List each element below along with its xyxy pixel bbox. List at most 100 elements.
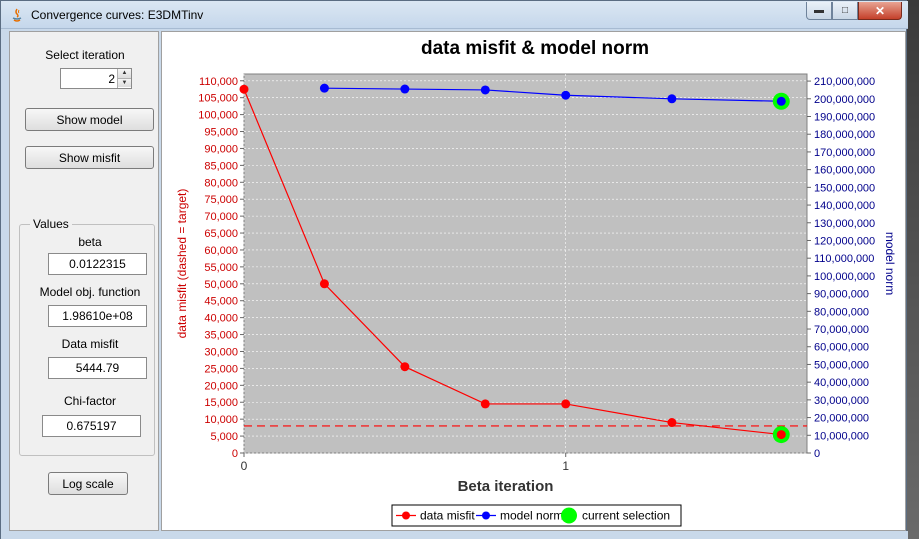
model-norm-point (319, 83, 329, 93)
left-tick-label: 10,000 (204, 414, 238, 426)
right-tick-label: 170,000,000 (814, 147, 875, 159)
model-norm-point (561, 90, 571, 100)
iteration-spinner[interactable]: 2 ▲ ▼ (60, 68, 132, 89)
left-tick-label: 20,000 (204, 380, 238, 392)
right-tick-label: 60,000,000 (814, 342, 869, 354)
title-bar[interactable]: Convergence curves: E3DMTinv ▬ □ ✕ (1, 1, 908, 29)
window-bottom-border (1, 531, 908, 539)
left-tick-label: 25,000 (204, 363, 238, 375)
data-misfit-point (319, 279, 329, 289)
left-tick-label: 80,000 (204, 177, 238, 189)
right-tick-label: 110,000,000 (814, 253, 874, 265)
left-tick-label: 85,000 (204, 160, 238, 172)
show-model-button[interactable]: Show model (25, 108, 154, 131)
left-tick-label: 70,000 (204, 211, 238, 223)
chi-factor-label: Chi-factor (63, 394, 116, 408)
desktop-background (907, 0, 919, 539)
spinner-arrows: ▲ ▼ (117, 69, 131, 88)
right-tick-label: 20,000,000 (814, 413, 869, 425)
data-misfit-label: Data misfit (61, 337, 119, 351)
maximize-button[interactable]: □ (832, 2, 858, 20)
data-misfit-point (667, 418, 677, 428)
model-norm-point (667, 94, 677, 104)
legend-label: current selection (582, 509, 670, 523)
model-norm-line (324, 87, 782, 102)
right-tick-label: 100,000,000 (814, 271, 875, 283)
iteration-value[interactable]: 2 (108, 72, 115, 86)
right-tick-label: 10,000,000 (814, 430, 869, 442)
selection-marker-center (776, 430, 786, 440)
data-misfit-point (480, 399, 490, 409)
legend-marker (402, 511, 410, 520)
left-tick-label: 50,000 (204, 279, 238, 291)
left-tick-label: 110,000 (199, 76, 238, 88)
right-axis-label: model norm (883, 232, 897, 295)
chevron-up-icon: ▲ (121, 70, 128, 76)
window-title: Convergence curves: E3DMTinv (31, 8, 204, 22)
minimize-button[interactable]: ▬ (806, 2, 832, 20)
java-icon (12, 8, 22, 22)
values-group-title: Values (30, 217, 72, 231)
left-tick-label: 40,000 (204, 313, 238, 325)
left-tick-label: 0 (232, 448, 238, 460)
left-tick-label: 30,000 (204, 346, 238, 358)
left-axis-label: data misfit (dashed = target) (175, 189, 189, 339)
right-tick-label: 180,000,000 (814, 129, 875, 141)
legend-label: data misfit (420, 509, 475, 523)
left-tick-label: 5,000 (210, 431, 238, 443)
select-iteration-label: Select iteration (45, 48, 125, 62)
right-tick-label: 200,000,000 (814, 94, 875, 106)
right-tick-label: 80,000,000 (814, 306, 869, 318)
close-button[interactable]: ✕ (858, 2, 902, 20)
show-misfit-button[interactable]: Show misfit (25, 146, 154, 169)
chi-factor-field[interactable]: 0.675197 (42, 415, 141, 437)
x-tick-label: 0 (241, 459, 248, 473)
legend-marker (561, 507, 577, 524)
log-scale-button[interactable]: Log scale (48, 472, 128, 495)
selection-marker-center (776, 96, 786, 106)
right-tick-label: 30,000,000 (814, 395, 869, 407)
data-misfit-point (239, 84, 249, 94)
right-tick-label: 210,000,000 (814, 76, 875, 88)
right-tick-label: 40,000,000 (814, 377, 869, 389)
left-tick-label: 35,000 (204, 330, 238, 342)
right-tick-label: 130,000,000 (814, 218, 875, 230)
left-tick-label: 60,000 (204, 245, 238, 257)
left-tick-label: 45,000 (204, 296, 238, 308)
legend-label: model norm (500, 509, 563, 523)
spinner-down-button[interactable]: ▼ (118, 78, 131, 87)
values-group (19, 224, 155, 456)
model-norm-point (480, 85, 490, 95)
right-tick-label: 0 (814, 448, 820, 460)
left-tick-label: 105,000 (198, 93, 238, 105)
model-norm-point (400, 84, 410, 94)
left-tick-label: 55,000 (204, 262, 238, 274)
right-tick-label: 50,000,000 (814, 359, 869, 371)
data-misfit-field[interactable]: 5444.79 (48, 357, 147, 379)
right-tick-label: 70,000,000 (814, 324, 869, 336)
plot-area (243, 73, 808, 454)
right-tick-label: 140,000,000 (814, 200, 875, 212)
left-tick-label: 90,000 (204, 143, 238, 155)
convergence-chart: data misfit & model norm 0 5,000 10,000 15,0… (175, 38, 897, 527)
chart-panel: data misfit & model norm 0 5,000 10,000 15,0… (161, 31, 906, 531)
data-misfit-point (400, 362, 410, 372)
spinner-up-button[interactable]: ▲ (118, 69, 131, 78)
model-obj-label: Model obj. function (39, 285, 141, 299)
maximize-icon: □ (841, 5, 849, 16)
right-tick-label: 160,000,000 (814, 165, 875, 177)
control-panel: Select iteration 2 ▲ ▼ Show model Show m… (9, 31, 159, 531)
left-tick-label: 15,000 (204, 397, 238, 409)
x-tick-label: 1 (562, 459, 569, 473)
right-tick-label: 120,000,000 (814, 235, 875, 247)
minimize-icon: ▬ (814, 5, 824, 16)
x-axis-label: Beta iteration (458, 478, 554, 495)
model-obj-field[interactable]: 1.98610e+08 (48, 305, 147, 327)
beta-field[interactable]: 0.0122315 (48, 253, 147, 275)
left-tick-label: 65,000 (204, 228, 238, 240)
window-controls: ▬ □ ✕ (806, 2, 902, 20)
right-tick-label: 150,000,000 (814, 182, 875, 194)
legend-box (391, 504, 682, 527)
close-icon: ✕ (874, 3, 886, 18)
